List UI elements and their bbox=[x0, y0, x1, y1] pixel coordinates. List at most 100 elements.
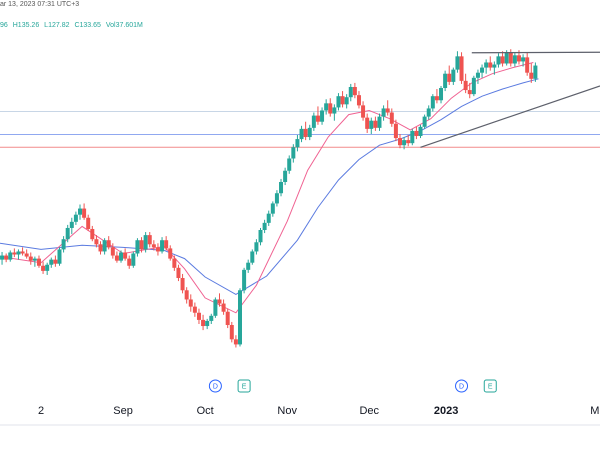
trendline bbox=[420, 85, 600, 148]
event-marker-label: E bbox=[242, 384, 247, 391]
candle-up bbox=[78, 208, 82, 215]
candle-up bbox=[533, 65, 538, 79]
candle-up bbox=[57, 249, 62, 264]
candle-up bbox=[287, 158, 292, 171]
candle-up bbox=[279, 181, 284, 194]
candle-down bbox=[155, 247, 160, 252]
x-axis-tick-label: M bbox=[590, 405, 599, 417]
candle-up bbox=[504, 52, 509, 64]
candle-up bbox=[492, 64, 497, 68]
candle-down bbox=[184, 290, 189, 300]
candle-up bbox=[291, 147, 296, 159]
candle-down bbox=[90, 228, 95, 240]
event-marker-label: D bbox=[459, 384, 464, 391]
candle-down bbox=[98, 244, 103, 252]
header-timestamp: ar 13, 2023 07:31 UTC+3 bbox=[0, 1, 80, 8]
candle-down bbox=[164, 240, 169, 249]
candle-up bbox=[16, 251, 21, 255]
candle-down bbox=[225, 311, 230, 326]
candle-up bbox=[143, 235, 148, 250]
candle-down bbox=[447, 73, 452, 82]
candle-up bbox=[61, 239, 66, 250]
candle-down bbox=[352, 86, 357, 96]
candle-up bbox=[480, 67, 485, 73]
x-axis-tick-label: Dec bbox=[359, 405, 379, 417]
candle-up bbox=[439, 88, 444, 101]
candle-up bbox=[274, 193, 279, 204]
candle-up bbox=[455, 56, 460, 70]
candle-down bbox=[525, 57, 530, 73]
ohlc-close: C133.65 bbox=[74, 22, 101, 29]
moving-average-slow-line bbox=[0, 78, 539, 295]
candle-up bbox=[410, 130, 415, 144]
candle-up bbox=[402, 140, 407, 146]
candle-down bbox=[414, 130, 419, 137]
candle-down bbox=[385, 108, 390, 113]
candle-down bbox=[500, 56, 505, 64]
candle-down bbox=[459, 56, 464, 81]
candle-down bbox=[41, 265, 46, 271]
candle-down bbox=[20, 251, 25, 254]
candle-down bbox=[406, 140, 411, 144]
candle-down bbox=[361, 105, 366, 118]
candle-down bbox=[340, 96, 345, 105]
candle-down bbox=[303, 128, 308, 138]
candle-up bbox=[8, 252, 13, 260]
candle-down bbox=[467, 90, 472, 95]
candle-down bbox=[151, 244, 156, 248]
candle-down bbox=[356, 95, 361, 106]
candle-up bbox=[381, 108, 386, 117]
candle-down bbox=[434, 96, 439, 101]
candle-up bbox=[475, 72, 480, 78]
candle-down bbox=[488, 62, 493, 68]
candle-up bbox=[344, 97, 349, 105]
candle-down bbox=[106, 240, 111, 248]
candle-up bbox=[131, 253, 136, 266]
candle-up bbox=[209, 315, 214, 321]
candle-up bbox=[307, 127, 312, 138]
event-marker-dividend bbox=[208, 379, 222, 393]
candle-up bbox=[205, 320, 210, 327]
candle-up bbox=[426, 108, 431, 117]
x-axis-tick-label: Nov bbox=[277, 405, 297, 417]
candle-down bbox=[373, 120, 378, 128]
event-marker-label: E bbox=[488, 384, 493, 391]
candle-up bbox=[443, 73, 448, 89]
candle-up bbox=[332, 107, 337, 114]
candle-up bbox=[430, 96, 435, 109]
candle-down bbox=[365, 117, 370, 129]
candle-down bbox=[53, 259, 58, 264]
candle-down bbox=[529, 72, 534, 79]
candle-down bbox=[4, 255, 9, 260]
candle-up bbox=[266, 213, 271, 223]
event-marker-earnings bbox=[237, 379, 251, 393]
candle-up bbox=[311, 115, 316, 128]
candle-up bbox=[238, 290, 242, 345]
ohlc-low: L127.82 bbox=[44, 22, 70, 29]
candle-down bbox=[176, 267, 181, 279]
candle-up bbox=[213, 299, 218, 316]
event-marker-label: D bbox=[213, 384, 218, 391]
candle-down bbox=[398, 138, 402, 146]
x-axis-tick-label: 2023 bbox=[434, 405, 458, 417]
candle-down bbox=[139, 240, 144, 250]
candle-down bbox=[82, 208, 87, 218]
ohlc-open: 96 bbox=[0, 22, 8, 29]
candle-down bbox=[114, 255, 119, 261]
candle-up bbox=[254, 242, 259, 252]
candle-up bbox=[250, 251, 255, 263]
candle-up bbox=[496, 56, 501, 65]
ohlc-volume: Vol37.601M bbox=[105, 22, 143, 29]
candle-up bbox=[484, 62, 489, 68]
candle-down bbox=[389, 112, 394, 124]
candle-up bbox=[135, 240, 140, 254]
candle-up bbox=[451, 69, 456, 82]
candle-down bbox=[508, 52, 513, 64]
candle-down bbox=[192, 306, 197, 313]
candle-up bbox=[369, 120, 374, 129]
candle-down bbox=[201, 319, 206, 327]
candle-down bbox=[188, 299, 193, 307]
candle-down bbox=[172, 258, 177, 268]
candle-down bbox=[28, 256, 33, 261]
